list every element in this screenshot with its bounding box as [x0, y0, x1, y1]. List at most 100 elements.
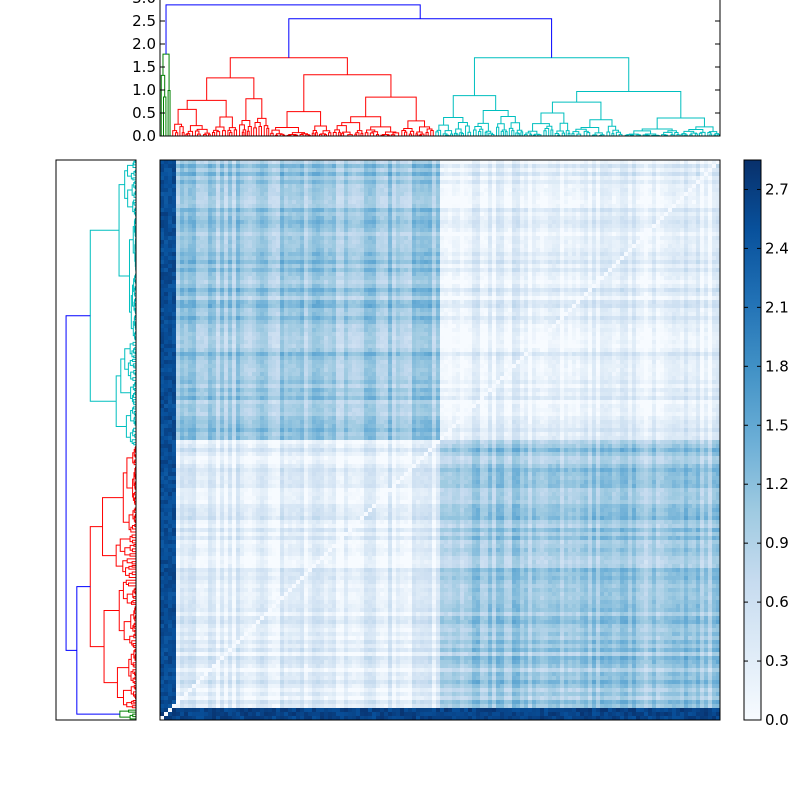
heatmap-cell	[292, 212, 297, 217]
heatmap-cell	[176, 168, 181, 173]
heatmap-cell	[412, 172, 417, 177]
heatmap-cell	[364, 256, 369, 261]
heatmap-cell	[268, 176, 273, 181]
heatmap-cell	[556, 172, 561, 177]
heatmap-cell	[488, 244, 493, 249]
heatmap-cell	[256, 180, 261, 185]
heatmap-cell	[716, 268, 721, 273]
heatmap-cell	[476, 280, 481, 285]
heatmap-cell	[444, 220, 449, 225]
heatmap-cell	[348, 264, 353, 269]
heatmap-cell	[520, 176, 525, 181]
heatmap-cell	[240, 272, 245, 277]
heatmap-cell	[436, 196, 441, 201]
heatmap-cell	[448, 264, 453, 269]
heatmap-cell	[476, 244, 481, 249]
heatmap-cell	[488, 256, 493, 261]
heatmap-cell	[508, 272, 513, 277]
heatmap-cell	[548, 192, 553, 197]
heatmap-cell	[656, 204, 661, 209]
heatmap-cell	[272, 188, 277, 193]
heatmap-cell	[224, 164, 229, 169]
heatmap-cell	[312, 224, 317, 229]
heatmap-cell	[588, 204, 593, 209]
heatmap-cell	[288, 196, 293, 201]
heatmap-cell	[660, 224, 665, 229]
heatmap-cell	[504, 196, 509, 201]
heatmap-cell	[564, 164, 569, 169]
heatmap-cell	[656, 216, 661, 221]
heatmap-cell	[664, 256, 669, 261]
heatmap-cell	[468, 160, 473, 165]
heatmap-cell	[388, 196, 393, 201]
heatmap-cell	[348, 224, 353, 229]
heatmap-cell	[660, 228, 665, 233]
heatmap-cell	[608, 276, 613, 281]
heatmap-cell	[364, 212, 369, 217]
heatmap-cell	[600, 236, 605, 241]
left-cyan-link	[131, 394, 134, 402]
heatmap-cell	[708, 240, 713, 245]
heatmap-cell	[516, 184, 521, 189]
heatmap-cell	[476, 228, 481, 233]
heatmap-cell	[644, 204, 649, 209]
top-cyan-link	[479, 128, 484, 136]
heatmap-cell	[528, 204, 533, 209]
heatmap-cell	[588, 240, 593, 245]
heatmap-cell	[544, 224, 549, 229]
heatmap-cell	[712, 236, 717, 241]
heatmap-cell	[228, 276, 233, 281]
heatmap-cell	[460, 232, 465, 237]
heatmap-cell	[676, 204, 681, 209]
heatmap-cell	[260, 160, 265, 165]
heatmap-cell	[364, 252, 369, 257]
heatmap-cell	[212, 248, 217, 253]
heatmap-cell	[208, 260, 213, 265]
heatmap-cell	[208, 168, 213, 173]
heatmap-cell	[680, 272, 685, 277]
heatmap-cell	[176, 188, 181, 193]
heatmap-cell	[492, 184, 497, 189]
heatmap-cell	[556, 164, 561, 169]
heatmap-cell	[480, 276, 485, 281]
heatmap-cell	[292, 176, 297, 181]
heatmap-cell	[584, 188, 589, 193]
heatmap-cell	[612, 280, 617, 285]
heatmap-cell	[600, 244, 605, 249]
heatmap-cell	[416, 168, 421, 173]
top-red-link	[219, 116, 233, 128]
heatmap-cell	[484, 188, 489, 193]
heatmap-cell	[448, 268, 453, 273]
heatmap-cell	[312, 212, 317, 217]
heatmap-cell	[176, 276, 181, 281]
heatmap-cell	[456, 184, 461, 189]
heatmap-cell	[300, 236, 305, 241]
heatmap-cell	[284, 176, 289, 181]
heatmap-cell	[400, 172, 405, 177]
heatmap-cell	[396, 212, 401, 217]
heatmap-cell	[436, 244, 441, 249]
heatmap-cell	[520, 192, 525, 197]
heatmap-cell	[304, 160, 309, 165]
heatmap-cell	[396, 244, 401, 249]
heatmap-cell	[576, 176, 581, 181]
heatmap-cell	[376, 180, 381, 185]
heatmap-cell	[340, 240, 345, 245]
heatmap-cell	[540, 256, 545, 261]
heatmap-cell	[292, 168, 297, 173]
heatmap-cell	[668, 240, 673, 245]
heatmap-cell	[680, 208, 685, 213]
heatmap-cell	[212, 208, 217, 213]
heatmap-cell	[588, 164, 593, 169]
heatmap-cell	[656, 180, 661, 185]
heatmap-cell	[220, 240, 225, 245]
heatmap-cell	[240, 164, 245, 169]
heatmap-cell	[644, 276, 649, 281]
heatmap-cell	[204, 240, 209, 245]
heatmap-cell	[248, 272, 253, 277]
heatmap-cell	[200, 168, 205, 173]
heatmap-cell	[604, 196, 609, 201]
heatmap-cell	[704, 180, 709, 185]
heatmap-cell	[228, 208, 233, 213]
heatmap-cell	[468, 276, 473, 281]
